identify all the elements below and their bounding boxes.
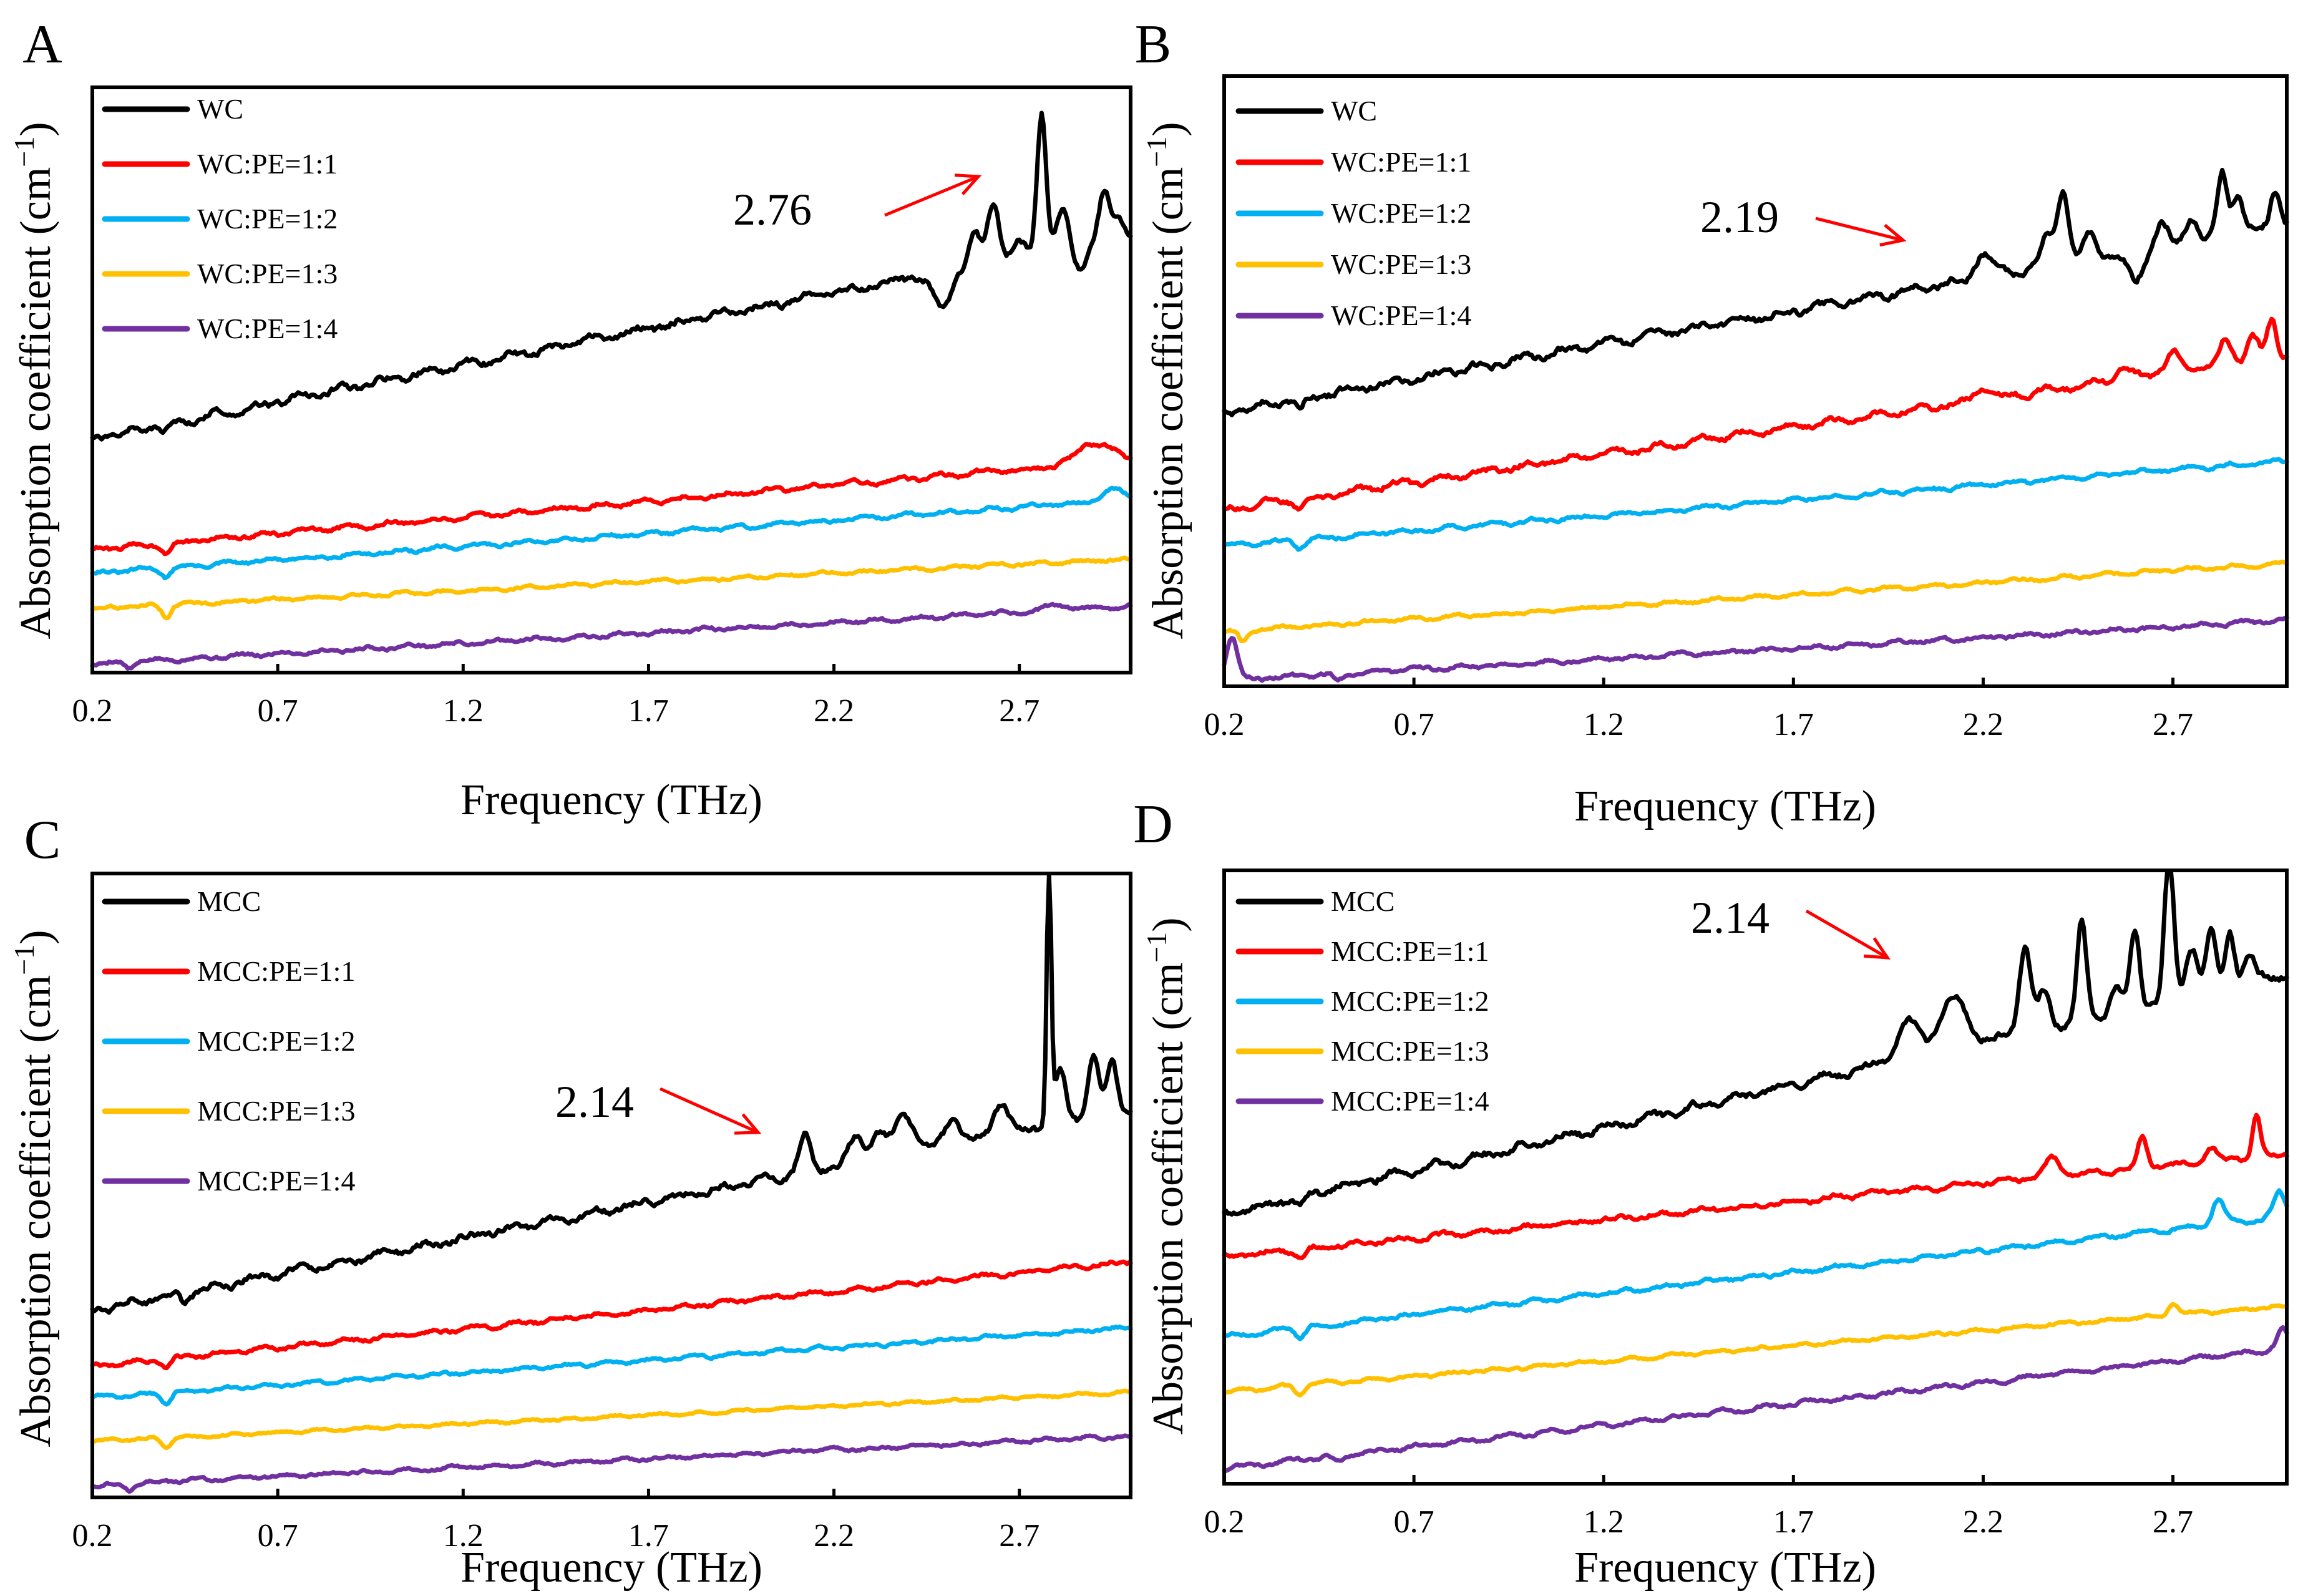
annotation-arrow [659,1087,759,1134]
x-axis-label: Frequency (THz) [1574,782,1876,830]
legend-label: MCC:PE=1:3 [1331,1035,1489,1067]
annotation-arrowhead [734,1113,762,1135]
x-tick-label: 1.7 [628,693,669,729]
x-tick-label: 1.7 [1773,1504,1814,1540]
plot-frame [1222,869,2289,1486]
x-axis-label: Frequency (THz) [1574,1544,1876,1592]
x-tick-label: 1.2 [443,1518,484,1554]
panel-letter: C [24,810,61,870]
series-line-wc-pe-1-3 [1222,559,2289,643]
series-line-mcc-pe-1-3 [90,1388,1133,1451]
x-tick-label: 1.7 [1773,707,1814,742]
y-axis-label: Absorption coefficient (cm−1) [1141,917,1192,1434]
x-tick-label: 0.2 [1204,707,1245,742]
series-line-wc [90,110,1133,442]
series-line-mcc-pe-1-2 [1222,1188,2289,1341]
peak-annotation: 2.14 [555,1077,634,1127]
series-line-wc-pe-1-2 [90,485,1133,581]
series-line-wc-pe-1-4 [90,601,1133,671]
chart-panel-c: C 0.2 0.7 1.2 1.7 2.2 2.7 Frequency (THz) Absorp… [8,810,1133,1592]
legend-label: WC [197,93,243,125]
x-tick-label: 2.7 [999,693,1039,729]
peak-annotation: 2.14 [1691,893,1770,943]
legend-label: MCC:PE=1:3 [197,1095,355,1127]
peak-annotation: 2.76 [733,185,812,235]
annotation-arrow [1805,909,1889,960]
x-axis-label: Frequency (THz) [460,776,762,824]
legend-label: WC:PE=1:3 [1331,248,1471,280]
annotation-arrowhead [1879,223,1907,247]
legend-label: WC:PE=1:3 [197,258,338,290]
panel-letter: A [22,14,62,75]
plot-frame [90,85,1132,674]
x-tick-label: 0.2 [1204,1504,1245,1540]
x-tick-label: 0.7 [1394,1504,1434,1540]
annotation-arrow [1815,217,1904,242]
legend-label: WC:PE=1:4 [1331,299,1471,331]
series-line-mcc-pe-1-2 [90,1324,1133,1407]
peak-annotation: 2.19 [1700,192,1779,242]
series-line-wc [1222,168,2289,417]
annotation-arrow [884,175,979,217]
legend-label: WC:PE=1:1 [197,148,338,180]
legend-label: WC:PE=1:2 [197,203,338,235]
x-tick-label: 0.7 [258,1518,298,1554]
series-line-wc-pe-1-4 [1222,615,2289,683]
series-line-mcc-pe-1-3 [1222,1302,2289,1398]
x-tick-label: 2.2 [1963,1504,2003,1540]
y-axis-label: Absorption coefficient (cm−1) [8,122,60,639]
x-tick-label: 1.2 [1584,707,1624,742]
chart-panel-a: A 0.2 0.7 1.2 1.7 2.2 2.7 Frequency (THz) Absorp… [8,14,1133,824]
series-line-mcc-pe-1-1 [90,1259,1133,1371]
x-tick-label: 1.2 [1584,1504,1624,1540]
series-line-mcc [90,873,1133,1315]
legend-label: MCC:PE=1:1 [1331,935,1489,967]
legend-label: MCC:PE=1:4 [1331,1085,1489,1117]
y-axis-label: Absorption coefficient (cm−1) [1141,122,1192,639]
x-tick-label: 0.2 [72,1518,113,1554]
legend-label: WC:PE=1:2 [1331,197,1471,229]
plot-frame [1222,74,2289,688]
y-axis-label: Absorption coefficient (cm−1) [8,930,60,1447]
x-tick-label: 0.2 [72,693,113,729]
series-line-wc-pe-1-1 [90,442,1133,557]
legend-label: WC:PE=1:1 [1331,146,1471,178]
legend-label: WC [1331,95,1377,127]
series-line-wc-pe-1-3 [90,555,1133,621]
legend-label: WC:PE=1:4 [197,313,338,344]
chart-panel-d: D 0.2 0.7 1.2 1.7 2.2 2.7 Frequency (THz) Absorp… [1133,794,2289,1592]
series-line-mcc-pe-1-1 [1222,1112,2289,1260]
x-tick-label: 0.7 [1394,707,1434,742]
legend-label: MCC:PE=1:2 [1331,985,1489,1017]
legend-label: MCC [197,885,261,917]
x-tick-label: 2.7 [999,1518,1039,1554]
chart-panel-b: B 0.2 0.7 1.2 1.7 2.2 2.7 Frequency (THz) Absorp… [1135,14,2289,830]
x-tick-label: 2.7 [2153,1504,2193,1540]
x-tick-label: 1.7 [628,1518,669,1554]
panel-letter: B [1135,14,1172,75]
plot-frame [90,872,1132,1499]
series-line-mcc-pe-1-4 [90,1433,1133,1494]
panel-letter: D [1133,794,1173,855]
legend-label: MCC:PE=1:1 [197,955,355,987]
series-line-mcc-pe-1-4 [1222,1325,2289,1473]
x-axis-label: Frequency (THz) [460,1544,762,1592]
x-tick-label: 2.2 [814,1518,854,1554]
series-line-wc-pe-1-2 [1222,457,2289,552]
legend-label: MCC:PE=1:4 [197,1165,355,1197]
x-tick-label: 1.2 [443,693,484,729]
legend-label: MCC [1331,885,1395,917]
series-line-wc-pe-1-1 [1222,316,2289,513]
x-tick-label: 0.7 [258,693,298,729]
annotation-arrowhead [1863,937,1891,960]
x-tick-label: 2.7 [2153,707,2193,742]
x-tick-label: 2.2 [1963,707,2003,742]
series-line-mcc [1222,870,2289,1217]
x-tick-label: 2.2 [814,693,854,729]
annotation-arrowhead [954,173,982,196]
legend-label: MCC:PE=1:2 [197,1025,355,1057]
